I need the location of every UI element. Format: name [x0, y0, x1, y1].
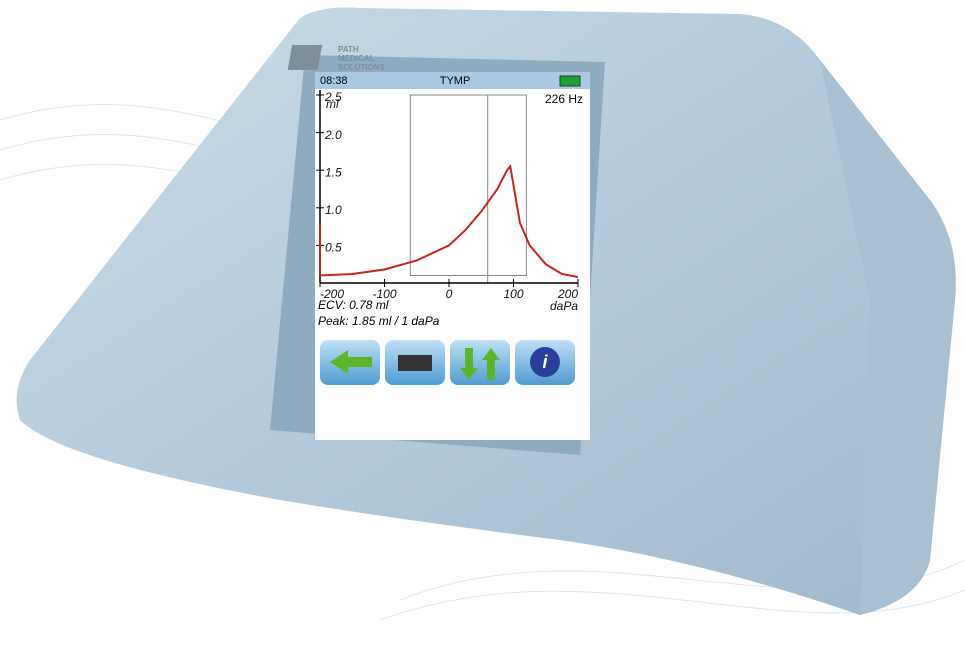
peak: Peak: 1.85 ml / 1 daPa	[318, 314, 440, 328]
pressure-box	[409, 94, 527, 276]
logo-text: MEDICAL	[338, 54, 375, 63]
tympanogram-curve	[319, 164, 579, 278]
x-tick-label: 200	[557, 287, 578, 301]
x-tick-label: 0	[446, 287, 453, 301]
x-tick-label: -100	[372, 287, 396, 301]
x-unit: daPa	[550, 299, 578, 313]
switch-button[interactable]	[450, 340, 510, 385]
print-icon	[398, 355, 432, 371]
logo-text: PATH	[338, 45, 359, 54]
battery	[559, 75, 581, 87]
logo-mark	[287, 45, 323, 70]
y-unit: ml	[326, 97, 339, 111]
info-glyph: i	[542, 352, 548, 372]
device-side	[820, 60, 956, 615]
back-icon	[330, 350, 372, 374]
y-tick-label: 1.0	[325, 203, 342, 217]
button-bar: i	[320, 340, 575, 385]
x-tick-label: -200	[320, 287, 344, 301]
y-tick-label: 2.5	[324, 90, 342, 104]
status-bar	[315, 72, 590, 89]
time: 08:38	[320, 75, 348, 87]
y-tick-label: 2.0	[324, 128, 342, 142]
y-tick-label: 1.5	[325, 165, 342, 179]
logo-text: SOLUTIONS	[338, 63, 385, 72]
y-tick-label: 0.5	[325, 241, 342, 255]
info-icon	[530, 347, 560, 377]
x-tick-label: 100	[503, 287, 523, 301]
ecv: ECV: 0.78 ml	[318, 298, 389, 312]
screen-title: TYMP	[440, 75, 471, 87]
frequency: 226 Hz	[545, 92, 583, 106]
switch-icon	[460, 348, 500, 380]
